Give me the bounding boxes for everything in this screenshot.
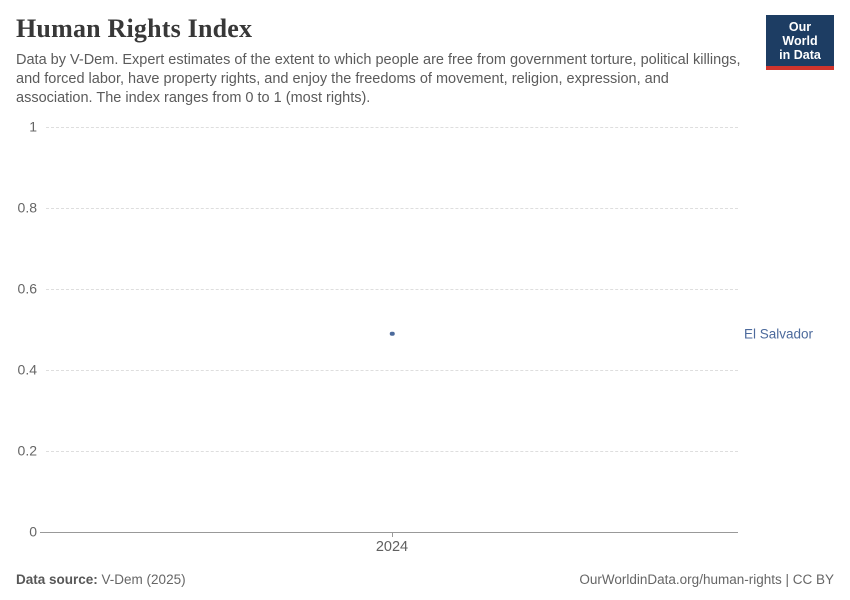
owid-logo-line2: in Data [779,48,821,62]
x-axis-line [40,532,738,533]
chart-title: Human Rights Index [16,14,253,43]
data-source-label: Data source: [16,572,98,587]
y-tick-label: 1 [29,118,37,135]
gridline [46,370,738,371]
y-tick-label: 0.8 [17,199,37,216]
gridline [46,208,738,209]
data-source-note: Data source: V-Dem (2025) [16,572,186,587]
gridline [46,127,738,128]
gridline [46,289,738,290]
gridline [46,451,738,452]
entity-label[interactable]: El Salvador [744,326,814,342]
chart-subtitle: Data by V-Dem. Expert estimates of the e… [16,52,741,106]
y-tick-label: 0.2 [17,442,37,459]
chart-header: Human Rights Index Data by V-Dem. Expert… [16,14,834,108]
data-point[interactable] [389,331,395,336]
x-tick-mark [392,532,393,537]
owid-logo-line1: Our World [782,20,818,48]
chart-footer: Data source: V-Dem (2025) OurWorldinData… [16,572,834,587]
credit-link[interactable]: OurWorldinData.org/human-rights | CC BY [579,572,834,587]
x-tick-label: 2024 [375,539,409,555]
data-source-value: V-Dem (2025) [101,572,186,587]
y-tick-label: 0.6 [17,280,37,297]
y-tick-label: 0.4 [17,361,37,378]
plot-area: 0 0.2 0.4 0.6 0.8 1 2024 [18,119,738,555]
y-tick-label: 0 [29,523,37,540]
owid-logo: Our World in Data [766,15,834,70]
